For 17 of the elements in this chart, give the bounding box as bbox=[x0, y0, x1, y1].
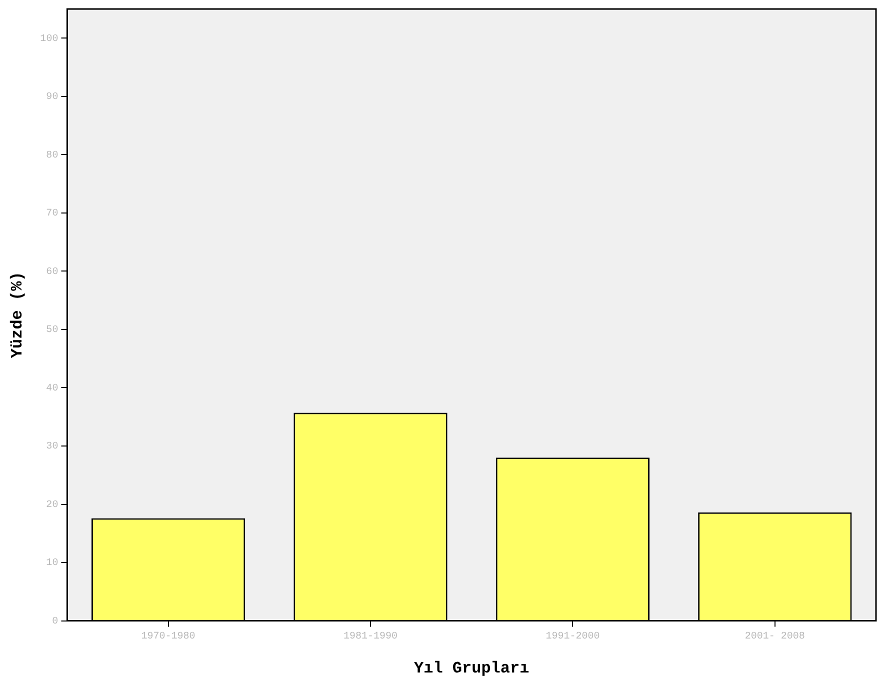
y-tick-label: 60 bbox=[46, 266, 58, 278]
y-tick-label: 20 bbox=[46, 500, 58, 511]
x-tick-label: 2001- 2008 bbox=[744, 631, 805, 642]
x-tick-label: 1981-1990 bbox=[343, 631, 398, 642]
y-tick-label: 70 bbox=[46, 208, 58, 220]
x-axis-title: Yıl Grupları bbox=[414, 659, 530, 678]
y-axis-title: Yüzde (%) bbox=[8, 272, 27, 358]
y-tick-label: 100 bbox=[40, 34, 58, 45]
y-tick-label: 0 bbox=[52, 616, 58, 628]
y-tick-label: 10 bbox=[46, 558, 58, 570]
x-tick-label: 1970-1980 bbox=[141, 631, 196, 642]
y-tick-label: 30 bbox=[46, 442, 58, 453]
y-tick-label: 90 bbox=[46, 92, 58, 104]
y-tick-label: 80 bbox=[46, 150, 58, 162]
x-tick-label: 1991-2000 bbox=[546, 631, 600, 642]
y-tick-label: 40 bbox=[46, 383, 58, 394]
y-tick-label: 50 bbox=[46, 325, 58, 336]
